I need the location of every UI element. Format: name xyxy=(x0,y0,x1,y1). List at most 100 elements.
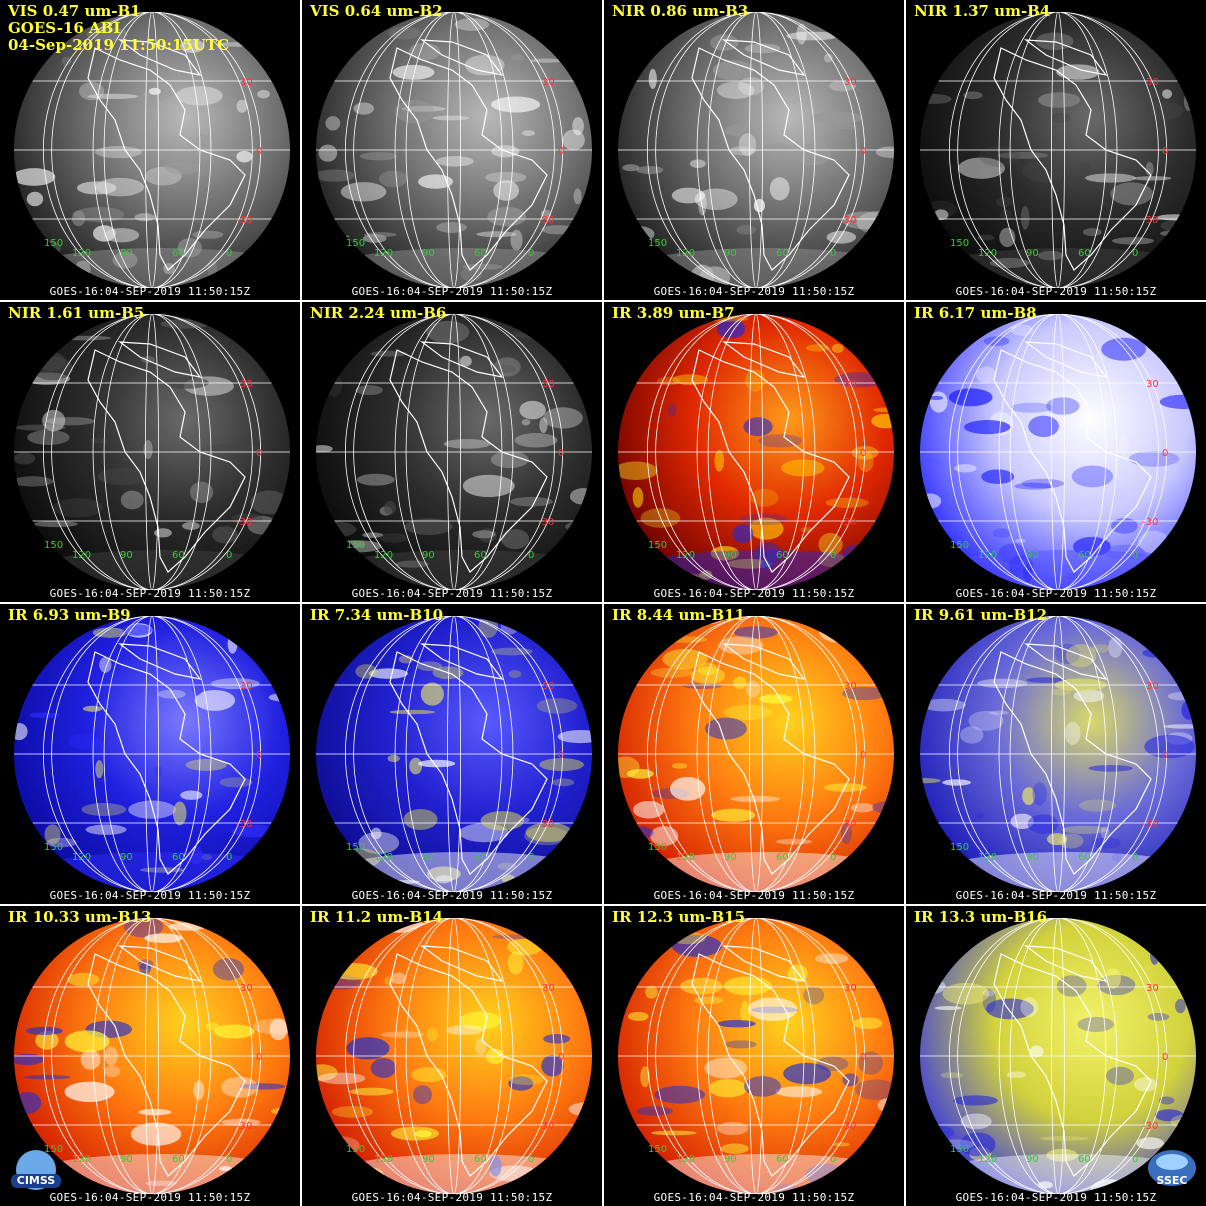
band-panel: 30 0 -30 150 120 90 60 0 VIS 0.47 um-B1 GOES-16 A… xyxy=(0,0,300,300)
latitude-label: -30 xyxy=(538,1121,554,1132)
earth-disk-image: 30 0 -30 150 120 90 60 0 xyxy=(618,314,894,590)
latitude-label: 30 xyxy=(1146,681,1159,692)
earth-disk-image: 30 0 -30 150 120 90 60 0 xyxy=(618,616,894,892)
band-label: IR 7.34 um-B10 xyxy=(310,606,444,624)
panel-footer-timestamp: GOES-16:04-SEP-2019 11:50:15Z xyxy=(955,889,1157,902)
latitude-label: 0 xyxy=(1162,146,1168,157)
longitude-label: 90 xyxy=(724,852,737,863)
latitude-label: 30 xyxy=(1146,77,1159,88)
latitude-label: 0 xyxy=(860,146,866,157)
longitude-label: 150 xyxy=(950,842,969,853)
band-panel: 30 0 -30 150 120 90 60 0 IR 6.93 um-B9 GOES-16:04… xyxy=(0,604,300,904)
ssec-logo: SSEC xyxy=(1142,1146,1202,1190)
latitude-label: 30 xyxy=(844,379,857,390)
longitude-label: 0 xyxy=(226,248,232,259)
band-label: IR 12.3 um-B15 xyxy=(612,908,746,926)
latitude-label: -30 xyxy=(840,517,856,528)
latitude-label: 30 xyxy=(844,983,857,994)
panel-footer-timestamp: GOES-16:04-SEP-2019 11:50:15Z xyxy=(351,587,553,600)
panel-footer-timestamp: GOES-16:04-SEP-2019 11:50:15Z xyxy=(955,1191,1157,1204)
band-panel: 30 0 -30 150 120 90 60 0 IR 7.34 um-B10 GOES-16:0… xyxy=(302,604,602,904)
latitude-label: 30 xyxy=(240,983,253,994)
longitude-label: 60 xyxy=(1078,248,1091,259)
longitude-label: 150 xyxy=(346,238,365,249)
panel-footer-timestamp: GOES-16:04-SEP-2019 11:50:15Z xyxy=(49,1191,251,1204)
longitude-label: 120 xyxy=(978,1154,997,1165)
longitude-label: 0 xyxy=(226,550,232,561)
longitude-label: 60 xyxy=(172,248,185,259)
latitude-label: 30 xyxy=(240,379,253,390)
coastline xyxy=(691,341,850,573)
longitude-label: 60 xyxy=(172,852,185,863)
graticule xyxy=(316,314,592,590)
longitude-label: 0 xyxy=(528,248,534,259)
latitude-label: -30 xyxy=(236,517,252,528)
latitude-label: 0 xyxy=(256,448,262,459)
longitude-label: 0 xyxy=(1132,248,1138,259)
longitude-label: 120 xyxy=(676,1154,695,1165)
band-label: IR 10.33 um-B13 xyxy=(8,908,152,926)
latitude-label: -30 xyxy=(538,215,554,226)
earth-disk-image: 30 0 -30 150 120 90 60 0 xyxy=(14,12,290,288)
longitude-label: 60 xyxy=(474,1154,487,1165)
longitude-label: 90 xyxy=(724,550,737,561)
latitude-label: 30 xyxy=(542,983,555,994)
longitude-label: 60 xyxy=(474,550,487,561)
coastline xyxy=(993,341,1152,573)
coastline xyxy=(389,341,548,573)
band-label: IR 13.3 um-B16 xyxy=(914,908,1048,926)
longitude-label: 150 xyxy=(346,540,365,551)
coastline xyxy=(389,39,548,271)
longitude-label: 150 xyxy=(44,238,63,249)
band-label: NIR 1.61 um-B5 xyxy=(8,304,145,322)
longitude-label: 90 xyxy=(1026,248,1039,259)
panel-footer-timestamp: GOES-16:04-SEP-2019 11:50:15Z xyxy=(653,587,855,600)
longitude-label: 120 xyxy=(676,852,695,863)
longitude-label: 120 xyxy=(676,550,695,561)
longitude-label: 120 xyxy=(374,248,393,259)
longitude-label: 90 xyxy=(120,248,133,259)
longitude-label: 60 xyxy=(1078,1154,1091,1165)
graticule xyxy=(316,616,592,892)
longitude-label: 60 xyxy=(1078,550,1091,561)
longitude-label: 0 xyxy=(830,852,836,863)
longitude-label: 120 xyxy=(72,550,91,561)
latitude-label: 0 xyxy=(1162,1052,1168,1063)
graticule xyxy=(920,918,1196,1194)
band-panel: 30 0 -30 150 120 90 60 0 VIS 0.64 um-B2 GOES-16:0… xyxy=(302,0,602,300)
longitude-label: 120 xyxy=(72,248,91,259)
coastline xyxy=(993,945,1152,1177)
earth-disk-image: 30 0 -30 150 120 90 60 0 xyxy=(14,314,290,590)
longitude-label: 0 xyxy=(830,1154,836,1165)
latitude-label: 0 xyxy=(558,1052,564,1063)
earth-disk-image: 30 0 -30 150 120 90 60 0 xyxy=(316,314,592,590)
band-label: IR 8.44 um-B11 xyxy=(612,606,746,624)
timestamp-label: 04-Sep-2019 11:50:15UTC xyxy=(8,36,230,54)
coastline xyxy=(87,39,246,271)
latitude-label: 30 xyxy=(1146,983,1159,994)
longitude-label: 0 xyxy=(1132,852,1138,863)
ssec-logo-text: SSEC xyxy=(1156,1174,1188,1187)
earth-disk-image: 30 0 -30 150 120 90 60 0 xyxy=(920,918,1196,1194)
satellite-instrument-label: GOES-16 ABI xyxy=(8,19,121,37)
longitude-label: 0 xyxy=(226,1154,232,1165)
earth-disk-image: 30 0 -30 150 120 90 60 0 xyxy=(618,918,894,1194)
panel-footer-timestamp: GOES-16:04-SEP-2019 11:50:15Z xyxy=(653,1191,855,1204)
longitude-label: 150 xyxy=(648,540,667,551)
longitude-label: 120 xyxy=(72,1154,91,1165)
longitude-label: 150 xyxy=(950,540,969,551)
longitude-label: 0 xyxy=(226,852,232,863)
longitude-label: 0 xyxy=(528,852,534,863)
longitude-label: 150 xyxy=(648,238,667,249)
longitude-label: 60 xyxy=(776,852,789,863)
longitude-label: 90 xyxy=(120,852,133,863)
longitude-label: 150 xyxy=(44,540,63,551)
latitude-label: -30 xyxy=(236,819,252,830)
band-label: IR 11.2 um-B14 xyxy=(310,908,444,926)
latitude-label: 0 xyxy=(256,1052,262,1063)
latitude-label: 30 xyxy=(542,77,555,88)
earth-disk-image: 30 0 -30 150 120 90 60 0 xyxy=(316,12,592,288)
longitude-label: 120 xyxy=(978,550,997,561)
longitude-label: 60 xyxy=(474,852,487,863)
